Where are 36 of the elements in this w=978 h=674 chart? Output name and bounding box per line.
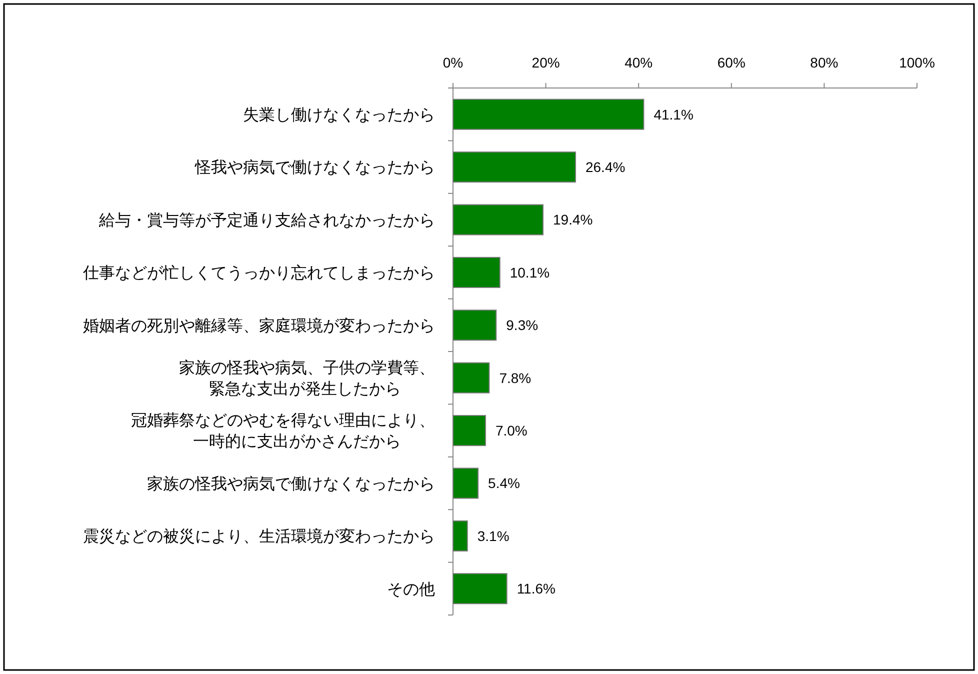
- x-tick-label: 0%: [442, 54, 464, 70]
- data-label: 3.1%: [477, 528, 510, 544]
- bar: [452, 520, 468, 552]
- y-tick-label: 冠婚葬祭などのやむを得ない理由により、一時的に支出がかさんだから: [131, 410, 435, 451]
- data-label: 26.4%: [585, 158, 626, 175]
- x-tick-label: 40%: [624, 54, 653, 70]
- y-tick-label: 給与・賞与等が予定通り支給されなかったから: [98, 210, 435, 230]
- bar: [452, 98, 644, 130]
- bar: [452, 362, 490, 394]
- bar: [452, 468, 479, 499]
- data-label: 7.8%: [499, 370, 532, 386]
- bar: [452, 204, 544, 236]
- y-tick-label: その他: [387, 579, 435, 598]
- bar: [452, 573, 508, 604]
- y-tick-label: 震災などの被災により、生活環境が変わったから: [83, 526, 435, 546]
- data-label: 10.1%: [510, 264, 550, 280]
- data-label: 41.1%: [654, 106, 694, 122]
- x-tick-label: 80%: [810, 54, 838, 70]
- y-tick-label: 家族の怪我や病気で働けなくなったから: [147, 474, 435, 493]
- x-tick-label: 60%: [717, 54, 746, 70]
- y-tick-label: 仕事などが忙しくてうっかり忘れてしまったから: [82, 263, 435, 282]
- data-label: 5.4%: [488, 475, 520, 492]
- y-tick-label: 怪我や病気で働けなくなったから: [194, 158, 435, 177]
- y-tick-label: 失業し働けなくなったから: [243, 104, 435, 124]
- bar: [452, 310, 497, 341]
- bar: [452, 152, 576, 183]
- bar: [452, 256, 500, 288]
- y-tick-label: 婚姻者の死別や離縁等、家庭環境が変わったから: [83, 316, 435, 335]
- bar: [452, 415, 486, 446]
- data-label: 7.0%: [495, 422, 528, 438]
- y-tick-label: 家族の怪我や病気、子供の学費等、緊急な支出が発生したから: [179, 358, 435, 398]
- x-tick-label: 100%: [899, 54, 935, 70]
- x-tick-label: 20%: [532, 54, 560, 70]
- data-label: 9.3%: [506, 317, 538, 334]
- data-label: 11.6%: [516, 580, 556, 597]
- data-label: 19.4%: [553, 212, 593, 228]
